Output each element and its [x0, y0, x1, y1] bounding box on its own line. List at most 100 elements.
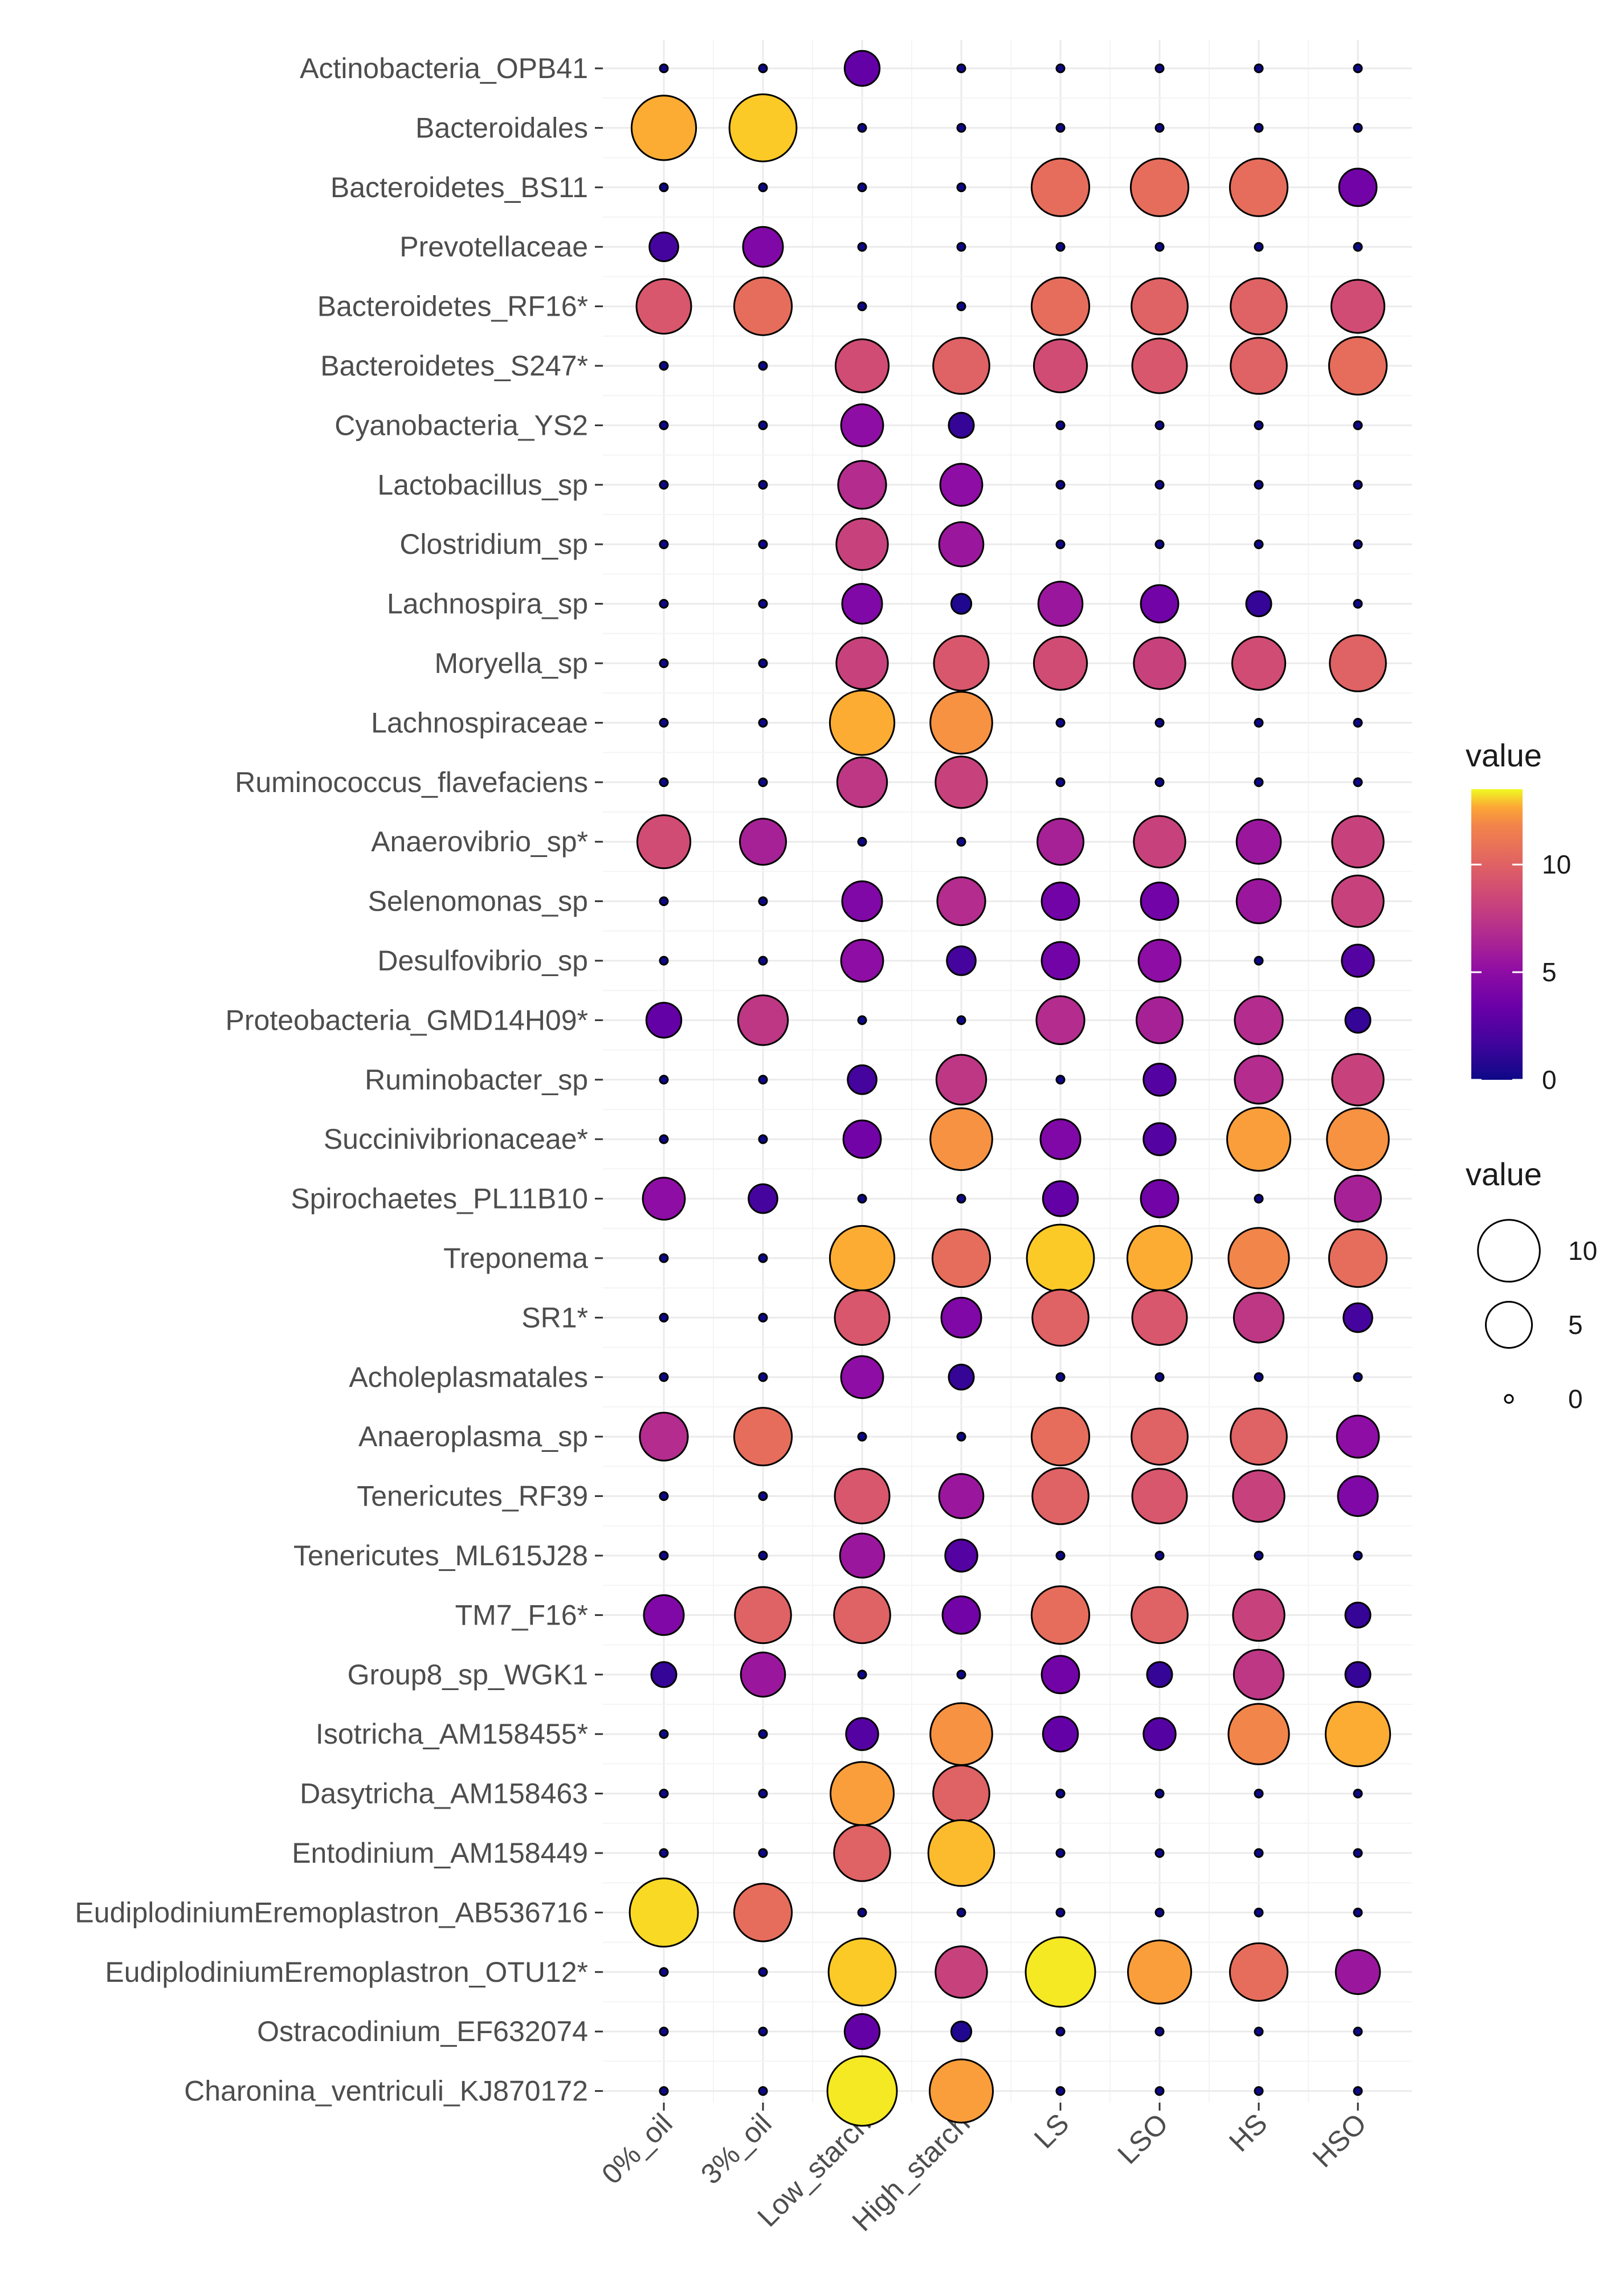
bubble [1326, 1107, 1390, 1171]
bubble [842, 1119, 882, 1159]
bubble [1254, 1194, 1264, 1204]
bubbles [629, 50, 1392, 2127]
bubble [659, 599, 669, 609]
bubble [956, 1431, 966, 1442]
bubble [758, 1372, 768, 1382]
bubble [847, 1064, 878, 1095]
bubble [1031, 1288, 1090, 1347]
bubble [739, 818, 787, 866]
bubble [857, 1015, 867, 1025]
bubble [1227, 1703, 1290, 1765]
bubble [659, 658, 669, 668]
bubble [938, 521, 985, 568]
bubble [835, 517, 889, 571]
bubble [857, 1194, 867, 1204]
bubble [1154, 717, 1165, 728]
bubble [659, 63, 669, 74]
bubble [948, 1364, 975, 1391]
bubble [840, 403, 884, 447]
bubble [1154, 2026, 1165, 2037]
bubble [1055, 1372, 1066, 1382]
x-tick-label: HSO [1307, 2107, 1373, 2173]
bubble [836, 756, 888, 809]
bubble [857, 1431, 867, 1442]
bubble [1055, 63, 1066, 74]
y-tick-label: Bacteroidetes_S247* [320, 350, 588, 382]
bubble [840, 938, 884, 983]
bubble [758, 2086, 768, 2096]
bubble [1254, 1550, 1264, 1561]
bubble [1344, 1601, 1372, 1629]
bubble [830, 1761, 895, 1826]
bubble [630, 95, 697, 161]
bubble [758, 1967, 768, 1977]
bubble [1137, 938, 1182, 983]
bubble [1353, 1907, 1363, 1917]
bubble [929, 2058, 994, 2124]
y-tick-label: Anaerovibrio_sp* [371, 826, 588, 858]
bubble [1254, 1848, 1264, 1858]
bubble [1329, 634, 1387, 692]
bubble [1245, 590, 1272, 618]
bubble [1129, 157, 1190, 217]
bubble [728, 93, 798, 162]
bubble [1154, 1550, 1165, 1561]
colorbar-tick-label: 5 [1542, 957, 1557, 987]
bubble [941, 1595, 981, 1635]
bubble [1254, 1372, 1264, 1382]
bubble [1254, 242, 1264, 252]
bubble [758, 1789, 768, 1799]
bubble [1338, 168, 1378, 207]
bubble [834, 338, 890, 394]
bubble [1140, 584, 1180, 623]
bubble [829, 1225, 896, 1292]
y-tick-label: Group8_sp_WGK1 [348, 1659, 588, 1691]
bubble [1353, 480, 1363, 490]
bubble [1343, 1302, 1373, 1333]
bubble [933, 635, 990, 692]
y-tick-label: Bacteroidetes_RF16* [317, 291, 588, 323]
bubble [1254, 2026, 1264, 2037]
bubble [1254, 420, 1264, 430]
bubble [1230, 1407, 1288, 1466]
size-legend-label: 0 [1568, 1384, 1583, 1414]
bubble [1336, 1414, 1380, 1459]
bubble [1335, 1949, 1381, 1995]
bubble [659, 1729, 669, 1739]
y-tick-label: Lachnospira_sp [387, 588, 588, 620]
y-tick-label: EudiplodiniumEremoplastron_AB536716 [75, 1896, 588, 1928]
bubble [956, 301, 966, 312]
bubble [758, 480, 768, 490]
bubble [758, 717, 768, 728]
bubble [1055, 123, 1066, 133]
bubble [1154, 1789, 1165, 1799]
bubble [956, 1194, 966, 1204]
bubble [636, 814, 692, 870]
bubble [1042, 1180, 1079, 1217]
bubble [1146, 1661, 1173, 1688]
bubble [1031, 1467, 1090, 1525]
bubble [1344, 1661, 1372, 1688]
bubble [1233, 1292, 1285, 1344]
x-tick-label: 3%_oil [695, 2107, 778, 2190]
bubble [1234, 995, 1284, 1046]
bubble [1154, 777, 1165, 787]
bubble [935, 1054, 988, 1106]
bubble [845, 1717, 879, 1751]
bubble [843, 50, 881, 87]
bubble [659, 539, 669, 549]
bubble [1154, 1372, 1165, 1382]
y-tick-label: Tenericutes_ML615J28 [293, 1540, 588, 1572]
y-tick-label: Dasytricha_AM158463 [300, 1778, 588, 1810]
bubble [1331, 1053, 1385, 1107]
bubble [758, 2026, 768, 2037]
bubble [1055, 2026, 1066, 2037]
size-legend: value 10 5 0 [1466, 1156, 1597, 1414]
bubble [834, 1468, 891, 1525]
bubble [1154, 63, 1165, 74]
bubble [839, 1532, 886, 1579]
bubble [1055, 717, 1066, 728]
color-legend: value 0 5 10 [1466, 737, 1571, 1095]
bubble [1140, 1179, 1180, 1219]
